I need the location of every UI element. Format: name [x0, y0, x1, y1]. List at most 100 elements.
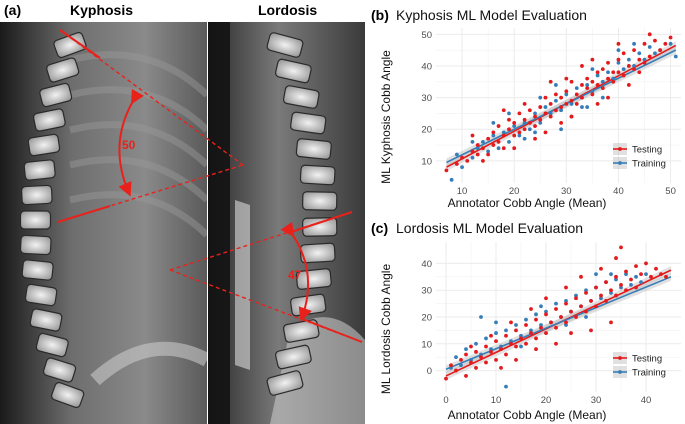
chart-b-testing-point	[481, 158, 485, 163]
chart-c-testing-point	[649, 274, 653, 279]
chart-c-testing-point	[659, 272, 663, 277]
chart-b-testing-point	[501, 108, 506, 113]
chart-c-legend-key-point	[618, 370, 622, 374]
chart-b-training-point	[449, 177, 454, 182]
chart-c-training-point	[489, 347, 493, 352]
chart-c-testing-point	[544, 331, 548, 335]
chart-b-testing-point	[564, 89, 569, 94]
chart-c-testing-point	[624, 288, 628, 293]
chart-b-training-point	[553, 98, 558, 103]
chart-b-testing-point	[668, 35, 673, 40]
chart-b-testing-point	[580, 83, 584, 87]
chart-b-testing-point	[606, 95, 610, 100]
chart-c-training-point	[504, 384, 508, 389]
chart-c-testing-point	[544, 312, 548, 317]
kyphosis-xray-image	[0, 22, 207, 424]
chart-c-x-tick-label: 10	[491, 395, 502, 406]
chart-c-training-point	[594, 272, 598, 277]
kyphosis-angle-annotation: 50	[57, 29, 244, 223]
chart-b-training-point	[590, 89, 595, 94]
chart-c-training-point	[539, 304, 543, 309]
chart-b-legend-key-point	[618, 147, 622, 151]
chart-b-training-point	[486, 149, 491, 154]
chart-c-training-point	[564, 299, 568, 303]
chart-c-testing-point	[564, 285, 568, 290]
chart-b-testing-point	[564, 76, 569, 81]
chart-b-testing-point	[600, 67, 605, 72]
chart-c-training-point	[519, 344, 523, 349]
chart-b-training-point	[574, 86, 579, 91]
chart-c-testing-point	[469, 360, 473, 365]
chart-b-training-point	[548, 111, 553, 116]
chart-b-testing-point	[606, 60, 610, 65]
chart-b-testing-point	[465, 158, 470, 163]
chart-b-testing-point	[512, 120, 517, 125]
chart-c-testing-point	[644, 261, 648, 266]
chart-b-xlabel: Annotator Cobb Angle (Mean)	[448, 196, 607, 210]
chart-c-training-point	[544, 309, 548, 314]
vertebra	[21, 259, 54, 281]
chart-c-y-tick-label: 20	[421, 313, 432, 324]
chart-c-testing-point	[529, 307, 533, 311]
chart-b-testing-point	[626, 64, 631, 68]
chart-c-testing-point	[599, 293, 603, 298]
chart-b-training-point	[491, 133, 496, 138]
vertebra	[290, 111, 327, 135]
chart-b-testing-point	[496, 139, 501, 144]
chart-c-training-point	[454, 355, 458, 360]
chart-b-testing-point	[543, 130, 548, 135]
chart-b-testing-point	[553, 92, 558, 97]
chart-b-testing-point	[564, 102, 569, 106]
chart-b-testing-point	[559, 95, 564, 100]
panel-c-label: (c)	[371, 220, 388, 236]
chart-b-training-point	[621, 67, 626, 72]
chart-b-training-point	[501, 130, 506, 135]
chart-b-testing-point	[590, 79, 595, 84]
chart-b-y-tick-label: 20	[421, 125, 432, 136]
chart-c-testing-point	[619, 245, 623, 250]
chart-c-testing-point	[569, 309, 573, 314]
vertebra	[274, 344, 312, 370]
chart-c-testing-point	[544, 296, 548, 301]
vertebra	[21, 184, 53, 206]
chart-c-testing-point	[594, 285, 598, 290]
chart-b-training-point	[481, 139, 485, 144]
chart-b-training-point	[580, 105, 584, 109]
chart-c-training-point	[619, 285, 623, 290]
chart-c-training-fit-line	[445, 276, 672, 370]
chart-b-training-point	[600, 79, 605, 84]
chart-b-training-point	[543, 105, 548, 109]
lordosis-chart: (c) Lordosis ML Model Evaluation Annotat…	[371, 220, 681, 422]
vertebra	[19, 234, 52, 256]
chart-b-testing-point	[658, 48, 663, 53]
chart-b-training-point	[533, 111, 537, 116]
chart-b-training-point	[616, 60, 621, 65]
chart-c-testing-point	[539, 325, 543, 330]
chart-c-testing-point	[579, 274, 583, 279]
chart-b-testing-point	[548, 79, 553, 84]
chart-c-testing-point	[564, 301, 568, 306]
chart-c-testing-point	[584, 309, 588, 314]
chart-b-testing-point	[590, 57, 595, 62]
chart-b-testing-point	[606, 76, 610, 81]
chart-c-training-point	[459, 363, 463, 368]
chart-b-testing-point	[595, 83, 600, 87]
chart-b-testing-point	[475, 143, 480, 147]
chart-c-testing-point	[459, 357, 463, 362]
chart-c-testing-point	[634, 264, 638, 269]
vertebra	[24, 283, 58, 307]
chart-b-training-point	[454, 152, 459, 157]
chart-c-x-tick-label: 0	[443, 395, 448, 406]
chart-c-testing-point	[474, 365, 478, 370]
chart-b-training-point	[616, 48, 621, 53]
chart-b-training-point	[626, 57, 631, 62]
panel-b-label: (b)	[371, 7, 389, 23]
chart-b-testing-point	[559, 120, 564, 125]
vertebra	[295, 138, 332, 160]
chart-c-training-point	[609, 272, 613, 277]
chart-b-testing-point	[444, 168, 449, 173]
chart-c-testing-point	[664, 274, 668, 279]
vertebra	[50, 381, 85, 409]
chart-b-training-point	[527, 127, 532, 132]
